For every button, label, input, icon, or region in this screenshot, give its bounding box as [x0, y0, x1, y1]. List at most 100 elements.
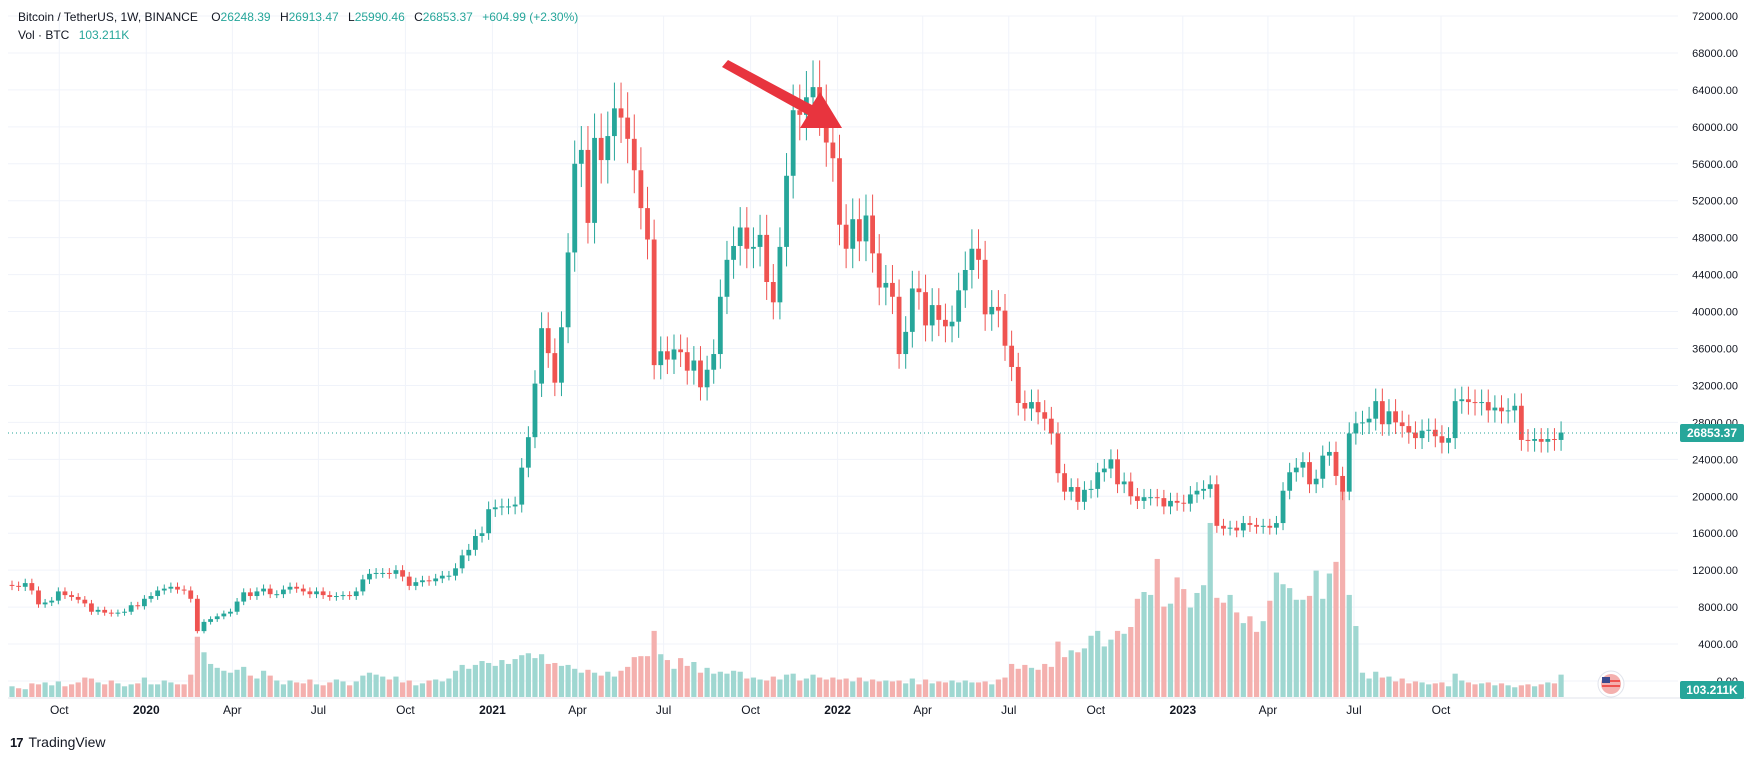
candle-body [1168, 500, 1173, 507]
candle-body [1313, 478, 1319, 485]
volume-bar [393, 676, 399, 697]
volume-bar [1392, 681, 1399, 697]
candle-body [764, 234, 770, 282]
volume-bar [426, 680, 432, 697]
y-tick-label: 8000.00 [1698, 602, 1738, 614]
x-tick-label: 2022 [824, 703, 851, 717]
volume-bar [1154, 558, 1160, 697]
candle-body [208, 619, 213, 622]
candle-body [638, 170, 644, 209]
volume-bar [717, 671, 723, 697]
candle-body [1128, 481, 1134, 497]
volume-bar [572, 668, 578, 697]
volume-bar [995, 679, 1001, 697]
flag-icon[interactable] [1597, 670, 1625, 698]
volume-bar [95, 682, 101, 697]
tradingview-logo-icon: 17 [10, 734, 24, 750]
x-tick-label: Apr [1259, 703, 1278, 717]
candle-body [578, 149, 584, 164]
candle-body [241, 592, 247, 602]
tradingview-logo[interactable]: 17 TradingView [10, 734, 106, 750]
candle-body [168, 586, 174, 589]
volume-bar [929, 683, 935, 697]
volume-bar [830, 677, 836, 697]
volume-bar [651, 630, 657, 697]
candle-body [605, 136, 611, 161]
volume-bar [611, 676, 618, 697]
candle-body [1373, 401, 1379, 419]
candle-body [386, 572, 392, 574]
candle-body [36, 590, 41, 605]
volume-bar [1108, 639, 1114, 697]
volume-bar [1009, 663, 1015, 697]
volume-bar [591, 672, 598, 697]
volume-bar [909, 678, 915, 697]
y-tick-label: 20000.00 [1692, 491, 1738, 503]
volume-bar [1479, 683, 1485, 697]
candle-body [995, 306, 1001, 311]
candle-body [592, 137, 597, 223]
candle-body [1075, 487, 1081, 502]
candle-body [261, 588, 266, 592]
candle-body [473, 535, 478, 550]
volume-bar [1088, 635, 1094, 697]
close-label: C [414, 10, 423, 24]
candle-body [142, 598, 147, 607]
change-value: +604.99 (+2.30%) [482, 10, 579, 24]
candle-body [1545, 439, 1551, 442]
candle-body [1187, 494, 1193, 504]
candle-body [1068, 487, 1074, 492]
candle-body [499, 506, 505, 508]
volume-bar [194, 636, 200, 697]
candle-body [969, 248, 975, 270]
volume-bar [141, 677, 147, 697]
candle-body [479, 533, 485, 536]
candle-body [373, 572, 379, 574]
candle-body [856, 219, 862, 242]
candle-body [770, 282, 776, 303]
volume-bar [161, 680, 167, 697]
volume-bar [691, 662, 697, 697]
candle-body [420, 580, 425, 583]
volume-bar [519, 655, 525, 697]
candle-body [1287, 472, 1293, 491]
y-tick-label: 12000.00 [1692, 565, 1738, 577]
volume-bar [1366, 678, 1372, 697]
volume-bar [188, 674, 194, 697]
candle-body [1512, 405, 1518, 411]
volume-bar [585, 669, 591, 697]
volume-bar [1068, 650, 1074, 697]
candle-body [1174, 500, 1180, 503]
volume-bar [459, 664, 465, 697]
volume-label[interactable]: Vol · BTC [18, 28, 70, 42]
volume-bar [1551, 683, 1558, 697]
volume-bar [956, 682, 962, 697]
candle-body [29, 583, 35, 591]
volume-bar [35, 684, 42, 697]
volume-bar [1114, 630, 1121, 697]
candle-body [1320, 455, 1326, 479]
candle-body [122, 611, 127, 613]
volume-bar [1532, 686, 1538, 697]
x-tick-label: 2023 [1169, 703, 1196, 717]
volume-bar [1373, 671, 1379, 697]
candle-body [711, 354, 717, 370]
volume-bar [989, 684, 995, 697]
candle-body [1101, 468, 1107, 473]
volume-bar [68, 684, 75, 697]
volume-bar [254, 678, 260, 697]
volume-bar [208, 663, 214, 697]
volume-bar [684, 665, 690, 697]
symbol-title[interactable]: Bitcoin / TetherUS, 1W, BINANCE [18, 10, 198, 24]
candle-body [175, 586, 180, 590]
candle-body [790, 110, 796, 176]
candle-body [466, 549, 472, 556]
volume-bar [1253, 631, 1260, 697]
candle-body [1505, 410, 1511, 412]
volume-bar [1247, 616, 1253, 697]
candle-body [989, 306, 995, 315]
candle-body [737, 227, 743, 246]
candle-body [254, 591, 260, 597]
